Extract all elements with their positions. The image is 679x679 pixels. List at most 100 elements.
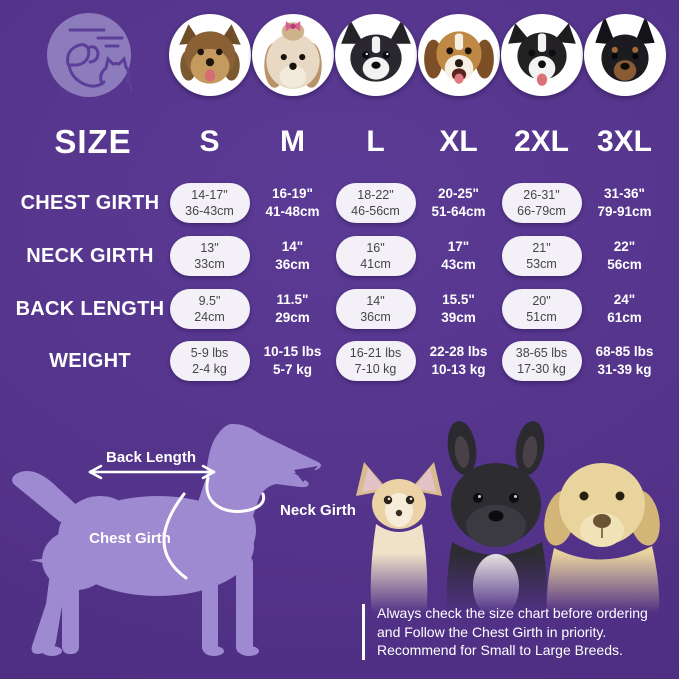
- cm-value: 53cm: [526, 257, 557, 271]
- weight-m: 10-15 lbs 5-7 kg: [264, 343, 322, 379]
- border-collie-photo-icon: [500, 14, 583, 96]
- cm-value: 51cm: [526, 310, 557, 324]
- inches-value: 16": [366, 240, 385, 255]
- cm-value: 36-43cm: [185, 204, 234, 218]
- lbs-value: 5-9 lbs: [190, 345, 229, 360]
- weight-3xl: 68-85 lbs 31-39 kg: [596, 343, 654, 379]
- inches-value: 24": [613, 292, 636, 308]
- inches-value: 31-36": [604, 186, 645, 202]
- chest-girth-row: CHEST GIRTH 14-17" 36-43cm 16-19" 41-48cm …: [0, 181, 679, 225]
- boston-terrier-photo-icon: [334, 14, 417, 96]
- breed-photo-cell: [500, 8, 583, 98]
- row-label-neck-girth: NECK GIRTH: [26, 244, 154, 267]
- weight-s: 5-9 lbs 2-4 kg: [169, 341, 250, 381]
- shih-tzu-photo-icon: [251, 14, 334, 96]
- inches-value: 16-19": [272, 186, 313, 202]
- cm-value: 51-64cm: [431, 204, 486, 219]
- breed-photo-cell: [251, 8, 334, 98]
- back-length-3xl: 24" 61cm: [607, 291, 642, 327]
- size-header-2xl: 2XL: [513, 125, 570, 158]
- cm-value: 33cm: [194, 257, 225, 271]
- kg-value: 2-4 kg: [192, 362, 227, 376]
- bottom-breed-photos: [356, 421, 660, 620]
- breed-photo-row: [0, 8, 679, 98]
- lbs-value: 68-85 lbs: [595, 344, 654, 360]
- chihuahua-photo-icon: [356, 462, 442, 620]
- cm-value: 46-56cm: [351, 204, 400, 218]
- dog-cat-logo-icon: [46, 12, 133, 98]
- neck-girth-label: Neck Girth: [280, 502, 356, 519]
- lbs-value: 16-21 lbs: [349, 345, 402, 360]
- chest-girth-xl: 20-25" 51-64cm: [431, 185, 485, 221]
- size-row-label: SIZE: [54, 123, 132, 160]
- inches-value: 11.5": [276, 292, 309, 308]
- size-header-row: SIZE S M L XL 2XL 3XL: [0, 122, 679, 162]
- cm-value: 36cm: [360, 310, 391, 324]
- breed-photo-cell: [583, 8, 666, 98]
- inches-value: 15.5": [442, 292, 475, 308]
- chest-girth-s: 14-17" 36-43cm: [169, 183, 250, 223]
- kg-value: 31-39 kg: [597, 362, 652, 377]
- back-length-2xl: 20" 51cm: [501, 289, 582, 329]
- neck-girth-l: 16" 41cm: [335, 236, 416, 276]
- inches-value: 14": [366, 293, 385, 308]
- weight-l: 16-21 lbs 7-10 kg: [335, 341, 416, 381]
- kg-value: 5-7 kg: [272, 362, 312, 377]
- cm-value: 66-79cm: [517, 204, 566, 218]
- back-length-label: Back Length: [105, 449, 196, 466]
- measurement-diagram-dog-silhouette: [12, 423, 322, 656]
- row-label-back-length: BACK LENGTH: [15, 297, 165, 320]
- cm-value: 56cm: [607, 257, 642, 272]
- size-header-xl: XL: [439, 125, 478, 158]
- chest-girth-label: Chest Girth: [89, 530, 171, 547]
- note-line: Recommend for Small to Large Breeds.: [377, 642, 623, 659]
- cm-value: 43cm: [441, 257, 476, 272]
- lbs-value: 10-15 lbs: [263, 344, 322, 360]
- neck-girth-3xl: 22" 56cm: [607, 238, 642, 274]
- cm-value: 61cm: [607, 310, 642, 325]
- neck-girth-2xl: 21" 53cm: [501, 236, 582, 276]
- inches-value: 26-31": [523, 187, 560, 202]
- note-line: Always check the size chart before order…: [377, 605, 648, 621]
- kg-value: 10-13 kg: [431, 362, 486, 377]
- chest-girth-l: 18-22" 46-56cm: [335, 183, 416, 223]
- inches-value: 17": [447, 239, 470, 255]
- cm-value: 79-91cm: [597, 204, 652, 219]
- labrador-retriever-photo-icon: [544, 463, 660, 620]
- chest-girth-m: 16-19" 41-48cm: [265, 185, 319, 221]
- inches-value: 14": [281, 239, 304, 255]
- note-line: and Follow the Chest Girth in priority.: [377, 623, 607, 640]
- weight-xl: 22-28 lbs 10-13 kg: [430, 343, 488, 379]
- sizing-note: Always check the size chart before order…: [362, 604, 679, 660]
- neck-girth-line: [205, 476, 266, 513]
- weight-2xl: 38-65 lbs 17-30 kg: [501, 341, 582, 381]
- inches-value: 20-25": [438, 186, 479, 202]
- cm-value: 29cm: [275, 310, 310, 325]
- chest-girth-2xl: 26-31" 66-79cm: [501, 183, 582, 223]
- cm-value: 39cm: [441, 310, 476, 325]
- logo-cell: [0, 8, 168, 98]
- kg-value: 7-10 kg: [354, 362, 397, 376]
- cm-value: 41cm: [360, 257, 391, 271]
- neck-girth-s: 13" 33cm: [169, 236, 250, 276]
- cm-value: 41-48cm: [265, 204, 320, 219]
- breed-photo-cell: [417, 8, 500, 98]
- inches-value: 9.5": [198, 293, 221, 308]
- back-length-arrow: [88, 464, 216, 480]
- back-length-l: 14" 36cm: [335, 289, 416, 329]
- neck-girth-m: 14" 36cm: [275, 238, 310, 274]
- back-length-xl: 15.5" 39cm: [441, 291, 476, 327]
- inches-value: 13": [200, 240, 219, 255]
- chest-girth-line: [162, 492, 188, 580]
- chest-girth-3xl: 31-36" 79-91cm: [597, 185, 651, 221]
- back-length-m: 11.5" 29cm: [275, 291, 310, 327]
- yorkshire-terrier-photo-icon: [168, 14, 251, 96]
- size-header-3xl: 3XL: [596, 125, 653, 158]
- inches-value: 20": [532, 293, 551, 308]
- cm-value: 36cm: [275, 257, 310, 272]
- french-bulldog-photo-icon: [446, 421, 547, 620]
- neck-girth-row: NECK GIRTH 13" 33cm 14" 36cm 16" 41cm 17" 43…: [0, 234, 679, 278]
- back-length-row: BACK LENGTH 9.5" 24cm 11.5" 29cm 14" 36cm 1…: [0, 287, 679, 331]
- lbs-value: 22-28 lbs: [429, 344, 488, 360]
